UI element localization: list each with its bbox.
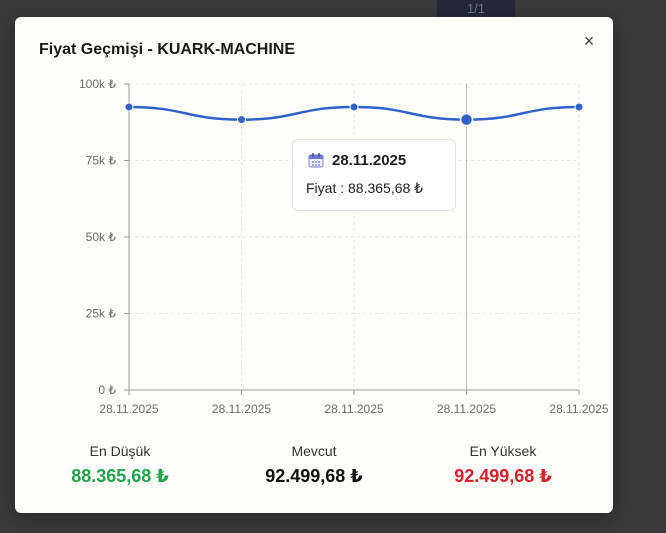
data-point[interactable] (574, 102, 584, 112)
chart-tooltip: 28.11.2025 Fiyat : 88.365,68 ₺ (292, 139, 456, 211)
close-button[interactable]: × (581, 31, 597, 51)
x-tick-label: 28.11.2025 (99, 402, 158, 416)
x-tick-label: 28.11.2025 (437, 402, 496, 416)
calendar-icon (308, 153, 324, 168)
active-data-point[interactable] (459, 112, 474, 127)
stat-max: En Yüksek 92.499,68 ₺ (403, 442, 603, 488)
y-tick-label: 50k ₺ (86, 230, 117, 244)
stat-min: En Düşük 88.365,68 ₺ (20, 442, 220, 488)
x-tick-label: 28.11.2025 (212, 402, 271, 416)
price-history-modal: Fiyat Geçmişi - KUARK-MACHINE × 0 ₺ 25k ₺… (15, 17, 613, 513)
modal-title: Fiyat Geçmişi - KUARK-MACHINE (39, 41, 296, 58)
price-chart: 0 ₺25k ₺50k ₺75k ₺100k ₺28.11.2025 28.11.… (79, 77, 609, 416)
data-point[interactable] (237, 115, 246, 125)
y-tick-label: 25k ₺ (86, 307, 117, 321)
data-point[interactable] (349, 102, 359, 112)
y-tick-label: 100k ₺ (79, 77, 116, 91)
close-icon[interactable]: × (583, 31, 595, 51)
stat-current: Mevcut 92.499,68 ₺ (214, 442, 414, 488)
x-tick-label: 28.11.2025 (549, 402, 608, 416)
stat-max-label: En Yüksek (469, 443, 537, 459)
stat-max-value: 92.499,68 ₺ (454, 466, 552, 486)
stat-min-value: 88.365,68 ₺ (71, 466, 169, 486)
tooltip-price: Fiyat : 88.365,68 ₺ (306, 180, 424, 196)
tooltip-date: 28.11.2025 (332, 152, 407, 169)
data-point[interactable] (124, 102, 134, 112)
stat-min-label: En Düşük (89, 443, 151, 459)
backdrop-pager: 1/1 (437, 0, 515, 17)
x-tick-label: 28.11.2025 (324, 402, 383, 416)
y-tick-label: 75k ₺ (86, 154, 117, 168)
stat-current-value: 92.499,68 ₺ (265, 466, 363, 486)
y-tick-label: 0 ₺ (98, 383, 116, 397)
stat-current-label: Mevcut (291, 443, 337, 459)
